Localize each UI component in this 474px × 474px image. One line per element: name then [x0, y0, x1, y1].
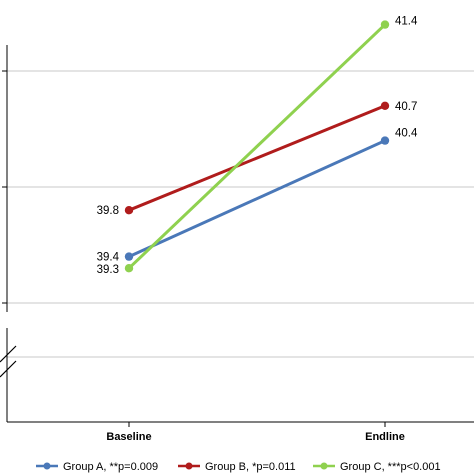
legend-label-group-a: Group A, **p=0.009 [63, 461, 158, 473]
data-point-group-b-endline [380, 101, 390, 111]
data-label-group-c-endline: 41.4 [395, 16, 418, 28]
legend-marker-group-a [43, 462, 51, 470]
data-point-group-c-endline [380, 20, 390, 29]
series-line-group-c [127, 23, 387, 270]
data-labels: 39.4 40.4 39.8 40.7 39.3 41.4 [97, 16, 418, 277]
legend-label-group-b: Group B, *p=0.011 [205, 461, 296, 473]
legend-marker-group-c [320, 462, 328, 470]
x-tick-label-baseline: Baseline [106, 431, 151, 443]
gridlines [7, 70, 474, 358]
legend-marker-group-b [185, 462, 193, 470]
axis-break-mark [0, 345, 17, 378]
data-point-group-a-baseline [124, 252, 134, 261]
axes [0, 45, 474, 423]
data-label-group-a-endline: 40.4 [395, 128, 418, 140]
series-line-group-b [128, 104, 386, 212]
data-label-group-b-endline: 40.7 [395, 101, 417, 113]
data-label-group-a-baseline: 39.4 [97, 252, 120, 264]
x-tick-label-endline: Endline [365, 431, 405, 443]
legend: Group A, **p=0.009 Group B, *p=0.011 Group… [36, 461, 441, 473]
series-group [124, 20, 390, 273]
legend-label-group-c: Group C, ***p<0.001 [340, 461, 441, 473]
data-label-group-b-baseline: 39.8 [97, 205, 119, 217]
series-line-group-a [128, 139, 386, 258]
data-point-group-c-baseline [124, 264, 134, 273]
x-axis-ticks: Baseline Endline [106, 422, 405, 443]
data-point-group-b-baseline [124, 206, 134, 215]
data-label-group-c-baseline: 39.3 [97, 264, 119, 276]
data-point-group-a-endline [380, 136, 390, 145]
